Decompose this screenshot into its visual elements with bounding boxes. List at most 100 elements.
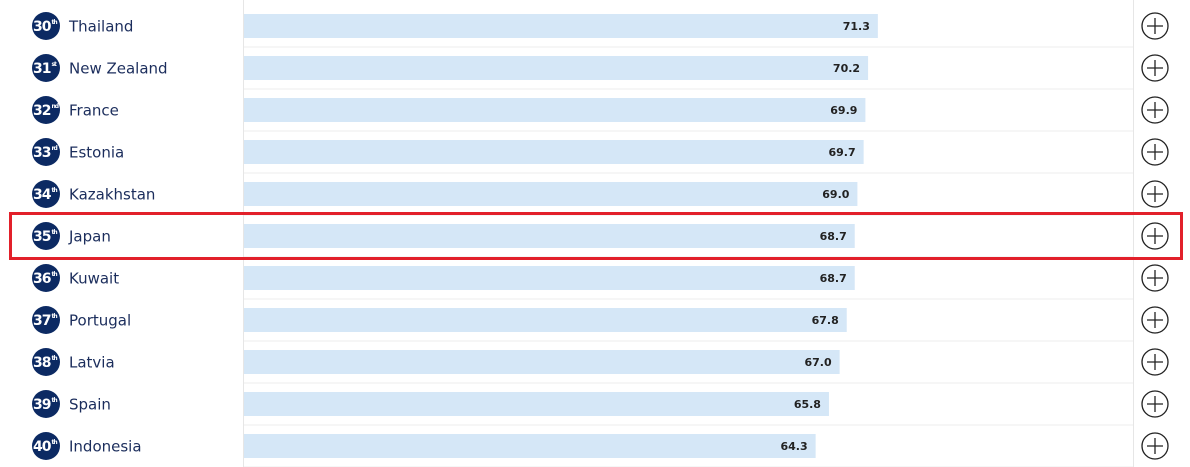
rank-suffix: th: [51, 355, 57, 362]
score-label: 67.0: [804, 356, 831, 369]
rank: 33rd: [33, 145, 57, 162]
rank: 35th: [33, 229, 57, 246]
score-label: 69.9: [830, 104, 857, 117]
score-bar: [244, 434, 816, 458]
rank-suffix: th: [51, 19, 57, 26]
rank-number: 35: [33, 229, 51, 245]
score-bar: [244, 98, 866, 122]
rank-badge: [32, 306, 60, 334]
rank: 37th: [33, 313, 57, 330]
expand-button[interactable]: [1141, 390, 1169, 418]
rank-badge: [32, 390, 60, 418]
score-bar: [244, 266, 855, 290]
rank-badge: [32, 180, 60, 208]
plus-icon: [1147, 312, 1163, 328]
rank: 38th: [33, 355, 57, 372]
expand-button[interactable]: [1141, 12, 1169, 40]
score-bar: [244, 56, 869, 80]
plus-icon: [1147, 228, 1163, 244]
rank-badge: [32, 12, 60, 40]
rank-suffix: th: [51, 313, 57, 320]
rank-badge: [32, 54, 60, 82]
expand-button[interactable]: [1141, 96, 1169, 124]
score-label: 68.7: [820, 230, 847, 243]
rank-badge: [32, 138, 60, 166]
plus-icon: [1147, 102, 1163, 118]
rank-number: 40: [33, 439, 52, 455]
rank-number: 31: [33, 61, 51, 77]
rank-number: 33: [33, 145, 51, 161]
rank: 39th: [33, 397, 57, 414]
rank-suffix: rd: [51, 145, 57, 152]
plus-icon: [1147, 60, 1163, 76]
score-label: 64.3: [780, 440, 807, 453]
rank: 40th: [33, 439, 57, 456]
score-bar: [244, 140, 864, 164]
rank-suffix: th: [51, 397, 57, 404]
expand-button[interactable]: [1141, 222, 1169, 250]
plus-icon: [1147, 438, 1163, 454]
score-label: 70.2: [833, 62, 860, 75]
score-bar: [244, 14, 878, 38]
rank-number: 39: [33, 397, 51, 413]
rank-badge: [32, 96, 60, 124]
score-bar: [244, 392, 829, 416]
score-bar: [244, 350, 840, 374]
country-name: Spain: [69, 396, 111, 414]
rank-suffix: th: [51, 187, 57, 194]
country-name: Indonesia: [69, 438, 142, 456]
plus-icon: [1147, 270, 1163, 286]
rank-number: 30: [33, 19, 52, 35]
plus-icon: [1147, 144, 1163, 160]
plus-icon: [1147, 18, 1163, 34]
expand-button[interactable]: [1141, 432, 1169, 460]
rank-number: 36: [33, 271, 51, 287]
rank-badge: [32, 264, 60, 292]
score-label: 68.7: [820, 272, 847, 285]
score-label: 69.0: [822, 188, 849, 201]
rank: 32nd: [33, 103, 59, 120]
score-label: 65.8: [794, 398, 821, 411]
expand-button[interactable]: [1141, 264, 1169, 292]
country-name: Latvia: [69, 354, 115, 372]
plus-icon: [1147, 354, 1163, 370]
highlight-box: [9, 212, 1183, 260]
rank-number: 34: [33, 187, 52, 203]
score-label: 69.7: [828, 146, 855, 159]
country-name: New Zealand: [69, 60, 168, 78]
country-name: Portugal: [69, 312, 131, 330]
expand-button[interactable]: [1141, 306, 1169, 334]
score-label: 67.8: [812, 314, 839, 327]
country-name: Estonia: [69, 144, 124, 162]
expand-button[interactable]: [1141, 348, 1169, 376]
expand-button[interactable]: [1141, 180, 1169, 208]
rank-badge: [32, 432, 60, 460]
rank-suffix: nd: [51, 103, 58, 110]
score-label: 71.3: [843, 20, 870, 33]
rank: 36th: [33, 271, 57, 288]
country-name: Thailand: [68, 18, 133, 36]
rank: 34th: [33, 187, 57, 204]
rank-suffix: th: [51, 229, 57, 236]
plus-icon: [1147, 186, 1163, 202]
country-name: Kazakhstan: [69, 186, 155, 204]
score-bar: [244, 308, 847, 332]
rank-number: 32: [33, 103, 51, 119]
rank-suffix: th: [51, 271, 57, 278]
plus-icon: [1147, 396, 1163, 412]
score-bar: [244, 182, 858, 206]
rank: 31st: [33, 61, 57, 78]
rank: 30th: [33, 19, 57, 36]
rank-suffix: th: [51, 439, 57, 446]
country-name: France: [69, 102, 119, 120]
country-name: Kuwait: [69, 270, 119, 288]
score-bar: [244, 224, 855, 248]
country-name: Japan: [68, 228, 111, 246]
rank-badge: [32, 222, 60, 250]
rank-number: 37: [33, 313, 51, 329]
rank-suffix: st: [51, 61, 57, 68]
rank-badge: [32, 348, 60, 376]
expand-button[interactable]: [1141, 138, 1169, 166]
expand-button[interactable]: [1141, 54, 1169, 82]
